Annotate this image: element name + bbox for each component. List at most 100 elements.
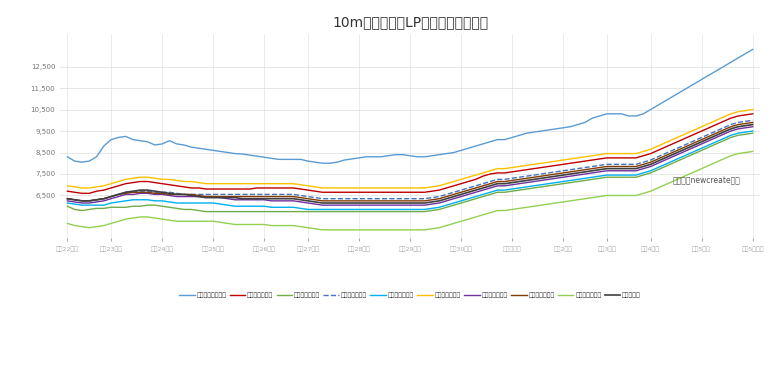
中国経済産業局 xyxy=(748,107,757,112)
北海道経済産業局 xyxy=(62,154,72,159)
全　国　計 xyxy=(537,176,546,181)
近畿経済産業局 xyxy=(748,129,757,133)
全　国　計 xyxy=(186,193,196,198)
中部経済産業局 xyxy=(194,192,204,197)
北海道経済産業局 xyxy=(186,145,196,149)
関東経済産業局 xyxy=(186,207,196,212)
四国経済産業局 xyxy=(551,176,561,181)
中国経済産業局 xyxy=(573,155,583,160)
Line: 九州経済産業局: 九州経済産業局 xyxy=(67,123,753,201)
近畿経済産業局 xyxy=(303,207,313,212)
近畿経済産業局 xyxy=(580,176,590,181)
Line: 東北経済産業局: 東北経済産業局 xyxy=(67,114,753,193)
中部経済産業局 xyxy=(580,165,590,170)
九州経済産業局 xyxy=(551,172,561,176)
全　国　計 xyxy=(580,170,590,174)
東北経済産業局 xyxy=(99,188,108,192)
中部経済産業局 xyxy=(537,172,546,176)
沖縄総合事務局 xyxy=(318,228,328,232)
四国経済産業局 xyxy=(186,194,196,199)
中国経済産業局 xyxy=(551,159,561,164)
沖縄総合事務局 xyxy=(573,198,583,202)
東北経済産業局 xyxy=(77,191,87,196)
関東経済産業局 xyxy=(580,178,590,183)
近畿経済産業局 xyxy=(573,177,583,182)
関東経済産業局 xyxy=(748,131,757,136)
沖縄総合事務局 xyxy=(748,149,757,154)
近畿経済産業局 xyxy=(186,201,196,205)
東北経済産業局 xyxy=(573,160,583,164)
九州経済産業局 xyxy=(748,120,757,125)
沖縄総合事務局 xyxy=(62,221,72,226)
Line: 沖縄総合事務局: 沖縄総合事務局 xyxy=(67,151,753,230)
東北経済産業局 xyxy=(194,186,204,190)
全　国　計 xyxy=(318,201,328,205)
九州経済産業局 xyxy=(194,193,204,198)
関東経済産業局 xyxy=(537,185,546,189)
Title: 10m㎡使用時のLPガス平均価格推移: 10m㎡使用時のLPガス平均価格推移 xyxy=(332,15,488,29)
四国経済産業局 xyxy=(580,172,590,176)
中国経済産業局 xyxy=(537,161,546,165)
関東経済産業局 xyxy=(201,209,211,214)
東北経済産業局 xyxy=(551,163,561,168)
中部経済産業局 xyxy=(573,166,583,171)
四国経済産業局 xyxy=(92,200,101,204)
関東経済産業局 xyxy=(573,179,583,184)
沖縄総合事務局 xyxy=(186,219,196,224)
全　国　計 xyxy=(92,198,101,202)
Line: 北海道経済産業局: 北海道経済産業局 xyxy=(67,49,753,163)
四国経済産業局 xyxy=(573,173,583,177)
Line: 中国経済産業局: 中国経済産業局 xyxy=(67,110,753,188)
北海道経済産業局 xyxy=(748,47,757,52)
北海道経済産業局 xyxy=(318,161,328,165)
近畿経済産業局 xyxy=(537,182,546,187)
東北経済産業局 xyxy=(748,111,757,116)
北海道経済産業局 xyxy=(537,129,546,133)
沖縄総合事務局 xyxy=(92,224,101,229)
沖縄総合事務局 xyxy=(537,203,546,208)
四国経済産業局 xyxy=(537,178,546,183)
北海道経済産業局 xyxy=(580,120,590,125)
Line: 中部経済産業局: 中部経済産業局 xyxy=(67,120,753,201)
近畿経済産業局 xyxy=(62,201,72,205)
九州経済産業局 xyxy=(580,167,590,172)
Line: 関東経済産業局: 関東経済産業局 xyxy=(67,133,753,211)
全　国　計 xyxy=(62,196,72,201)
Line: 近畿経済産業局: 近畿経済産業局 xyxy=(67,131,753,210)
九州経済産業局 xyxy=(99,196,108,201)
中部経済産業局 xyxy=(77,198,87,203)
関東経済産業局 xyxy=(92,206,101,211)
全　国　計 xyxy=(573,170,583,175)
九州経済産業局 xyxy=(77,198,87,203)
中国経済産業局 xyxy=(194,180,204,185)
東北経済産業局 xyxy=(580,159,590,164)
九州経済産業局 xyxy=(537,174,546,178)
Text: 株式会社newcreate作成: 株式会社newcreate作成 xyxy=(672,177,740,186)
Legend: 北海道経済産業局, 東北経済産業局, 関東経済産業局, 中部経済産業局, 近畿経済産業局, 中国経済産業局, 四国経済産業局, 九州経済産業局, 沖縄総合事務局: 北海道経済産業局, 東北経済産業局, 関東経済産業局, 中部経済産業局, 近畿経… xyxy=(176,290,644,301)
中国経済産業局 xyxy=(99,183,108,188)
関東経済産業局 xyxy=(551,182,561,187)
近畿経済産業局 xyxy=(551,180,561,185)
全　国　計 xyxy=(748,122,757,127)
九州経済産業局 xyxy=(62,196,72,201)
沖縄総合事務局 xyxy=(580,196,590,201)
Line: 全　国　計: 全 国 計 xyxy=(67,124,753,203)
中部経済産業局 xyxy=(748,118,757,123)
中国経済産業局 xyxy=(62,183,72,188)
沖縄総合事務局 xyxy=(551,201,561,205)
九州経済産業局 xyxy=(573,169,583,173)
四国経済産業局 xyxy=(318,203,328,208)
中国経済産業局 xyxy=(580,154,590,159)
四国経済産業局 xyxy=(62,198,72,203)
中国経済産業局 xyxy=(77,186,87,190)
中部経済産業局 xyxy=(99,196,108,201)
東北経済産業局 xyxy=(62,189,72,193)
四国経済産業局 xyxy=(748,124,757,129)
Line: 四国経済産業局: 四国経済産業局 xyxy=(67,127,753,205)
全　国　計 xyxy=(551,174,561,178)
中部経済産業局 xyxy=(551,170,561,174)
東北経済産業局 xyxy=(537,165,546,170)
中部経済産業局 xyxy=(62,196,72,201)
北海道経済産業局 xyxy=(92,154,101,159)
近畿経済産業局 xyxy=(92,203,101,208)
